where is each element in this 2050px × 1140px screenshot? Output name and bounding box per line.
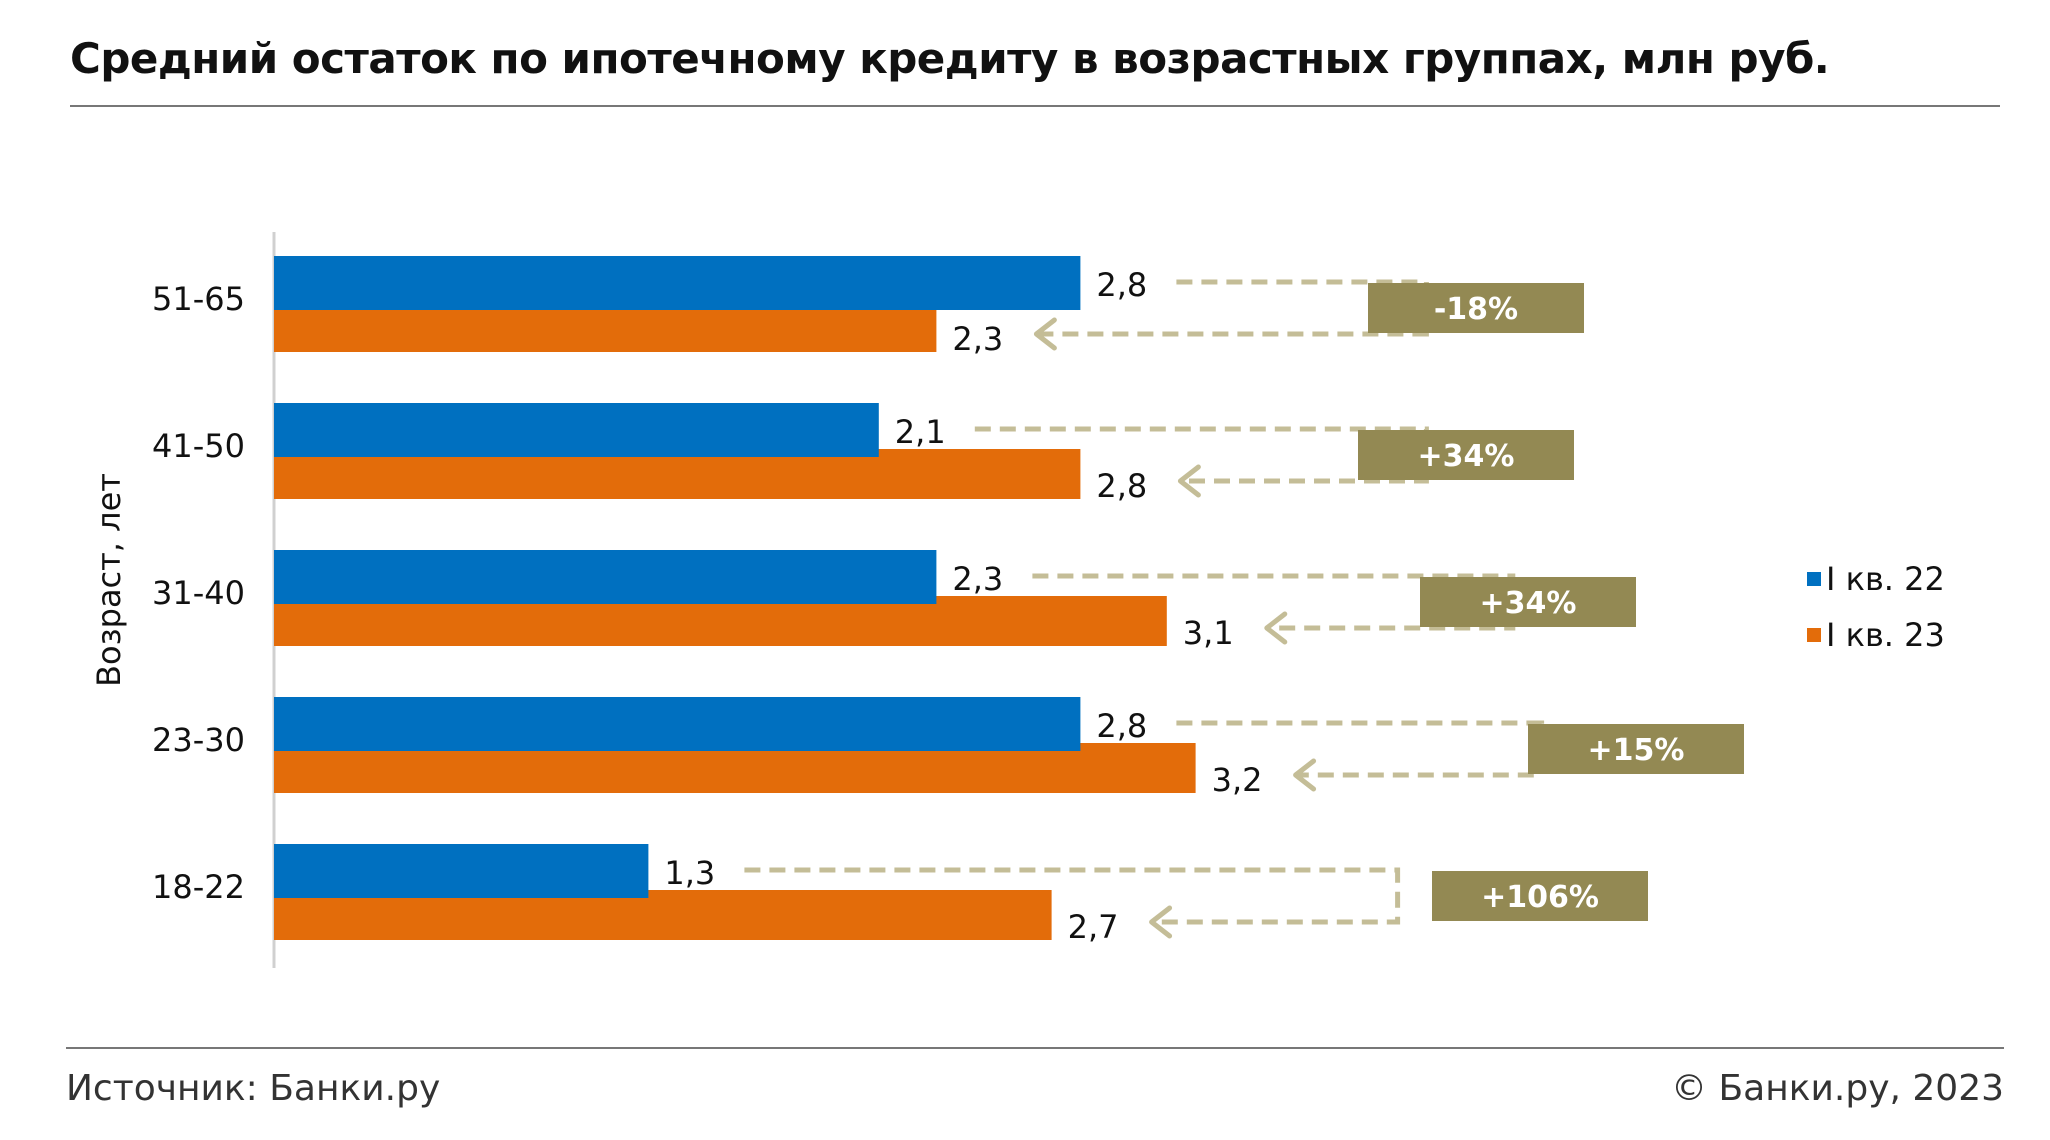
bar-chart: Возраст, лет 51-65 2,8 2,3 -18% 41-50 2,1 2,8 +… (90, 232, 1945, 968)
value-label-2023: 3,1 (1183, 614, 1234, 652)
legend-swatch (1807, 572, 1821, 586)
legend-label: I кв. 23 (1826, 616, 1945, 654)
bar-2023 (274, 743, 1196, 793)
change-arrow (1176, 720, 1545, 792)
bar-2022 (274, 256, 1081, 310)
change-badge (1432, 871, 1648, 921)
value-label-2023: 2,7 (1068, 908, 1119, 946)
footer-divider (66, 1047, 2004, 1049)
value-label-2022: 2,8 (1096, 707, 1147, 745)
title-divider (70, 105, 2000, 107)
change-badge-label: -18% (1434, 292, 1518, 327)
copyright-note: © Банки.ру, 2023 (1671, 1068, 2004, 1109)
value-label-2022: 1,3 (664, 854, 715, 892)
bar-2023 (274, 890, 1052, 940)
value-label-2022: 2,8 (1096, 266, 1147, 304)
change-arrow (744, 867, 1401, 939)
bar-2022 (274, 697, 1081, 751)
value-label-2022: 2,3 (952, 560, 1003, 598)
change-arrow (1033, 279, 1429, 351)
value-label-2023: 3,2 (1212, 761, 1263, 799)
bar-2022 (274, 550, 937, 604)
change-badge (1528, 724, 1744, 774)
bar-2022 (274, 403, 879, 457)
category-label: 18-22 (152, 868, 245, 906)
bar-2022 (274, 844, 649, 898)
value-label-2023: 2,8 (1096, 467, 1147, 505)
value-label-2023: 2,3 (952, 320, 1003, 358)
change-badge-label: +34% (1480, 586, 1577, 621)
category-label: 41-50 (152, 427, 245, 465)
change-badge-label: +34% (1418, 439, 1515, 474)
y-axis-title: Возраст, лет (90, 473, 128, 687)
change-badge-label: +15% (1588, 733, 1685, 768)
category-label: 51-65 (152, 280, 245, 318)
value-label-2022: 2,1 (895, 413, 946, 451)
legend: I кв. 22 I кв. 23 (1807, 560, 1945, 654)
change-badge-label: +106% (1481, 880, 1599, 915)
change-badge (1368, 283, 1584, 333)
change-badge (1420, 577, 1636, 627)
legend-label: I кв. 22 (1826, 560, 1945, 598)
category-label: 23-30 (152, 721, 245, 759)
source-note: Источник: Банки.ру (66, 1068, 441, 1109)
change-badge (1358, 430, 1574, 480)
bar-2023 (274, 449, 1081, 499)
legend-swatch (1807, 628, 1821, 642)
chart-title: Средний остаток по ипотечному кредиту в … (70, 34, 1830, 83)
bar-2023 (274, 596, 1167, 646)
plot-area: 51-65 2,8 2,3 -18% 41-50 2,1 2,8 +34% 31-40 2,3 3,… (152, 232, 1744, 968)
bar-2023 (274, 302, 937, 352)
category-label: 31-40 (152, 574, 245, 612)
